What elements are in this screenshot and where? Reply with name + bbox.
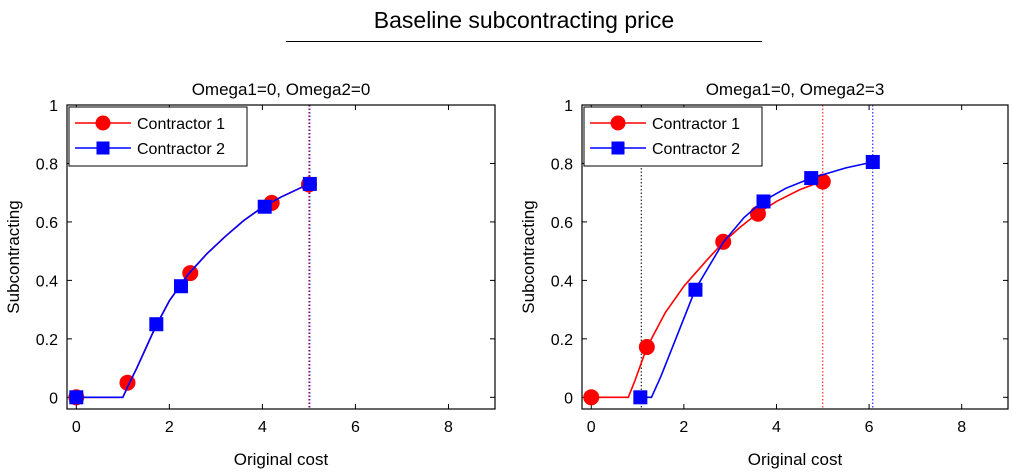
x-tick-label: 4 (258, 419, 267, 436)
plot-frame (66, 104, 496, 410)
legend-marker-circle (610, 115, 626, 131)
y-tick-label: 1 (564, 98, 573, 115)
x-tick-label: 0 (587, 419, 596, 436)
series-line (76, 183, 310, 399)
data-point-square (804, 171, 819, 186)
y-axis-label: Subcontracting (519, 200, 538, 313)
x-tick-label: 4 (772, 419, 781, 436)
y-tick-label: 0.2 (36, 332, 58, 349)
data-point-square (633, 390, 648, 405)
data-point-square (688, 282, 703, 297)
legend-marker-square (96, 141, 110, 155)
series-line (591, 180, 824, 399)
legend-box (583, 106, 763, 167)
x-tick-label: 6 (865, 419, 874, 436)
figure-title: Baseline subcontracting price (373, 7, 675, 33)
x-tick-label: 2 (679, 419, 688, 436)
legend-label: Contractor 1 (652, 116, 740, 133)
data-point-circle (583, 389, 600, 406)
data-point-square (173, 279, 188, 294)
data-point-square (865, 155, 880, 169)
legend-marker-circle (95, 115, 111, 131)
series-line (76, 183, 310, 399)
title-underline (286, 41, 762, 42)
chart-right: 0 2 4 6 8 0 0.2 0.4 0.6 0.8 1 Contractor 1 Contracto… (519, 80, 1009, 469)
x-tick-label: 8 (444, 419, 453, 436)
y-tick-label: 0.2 (551, 332, 573, 349)
x-tick-label: 2 (165, 419, 174, 436)
y-tick-label: 0 (49, 390, 58, 407)
x-tick-label: 6 (351, 419, 360, 436)
plot-frame (581, 104, 1009, 410)
data-point-circle (638, 339, 655, 356)
data-point-circle (749, 205, 766, 222)
y-tick-label: 0.6 (36, 215, 58, 232)
data-point-square (257, 199, 272, 214)
data-point-square (149, 317, 164, 332)
y-tick-label: 0.4 (36, 273, 58, 290)
x-tick-label: 0 (72, 419, 81, 436)
y-axis-label: Subcontracting (4, 200, 23, 313)
y-tick-label: 1 (49, 98, 58, 115)
data-point-square (756, 194, 771, 209)
y-tick-label: 0.8 (36, 156, 58, 173)
y-tick-label: 0.8 (551, 156, 573, 173)
chart-title: Omega1=0, Omega2=3 (706, 80, 885, 99)
legend-label: Contractor 2 (652, 141, 740, 158)
chart-title: Omega1=0, Omega2=0 (192, 80, 371, 99)
data-point-square (69, 390, 84, 405)
y-tick-label: 0.6 (551, 215, 573, 232)
data-point-square (302, 176, 317, 191)
x-axis-label: Original cost (748, 450, 843, 469)
x-axis-label: Original cost (234, 450, 329, 469)
legend-box (68, 106, 248, 167)
x-tick-label: 8 (957, 419, 966, 436)
y-tick-label: 0.4 (551, 273, 573, 290)
legend-marker-square (611, 141, 625, 155)
legend-label: Contractor 2 (137, 141, 225, 158)
y-tick-label: 0 (564, 390, 573, 407)
chart-left: 0 2 4 6 8 0 0.2 0.4 0.6 0.8 1 Contractor 1 Contracto… (4, 80, 496, 469)
legend-label: Contractor 1 (137, 116, 225, 133)
